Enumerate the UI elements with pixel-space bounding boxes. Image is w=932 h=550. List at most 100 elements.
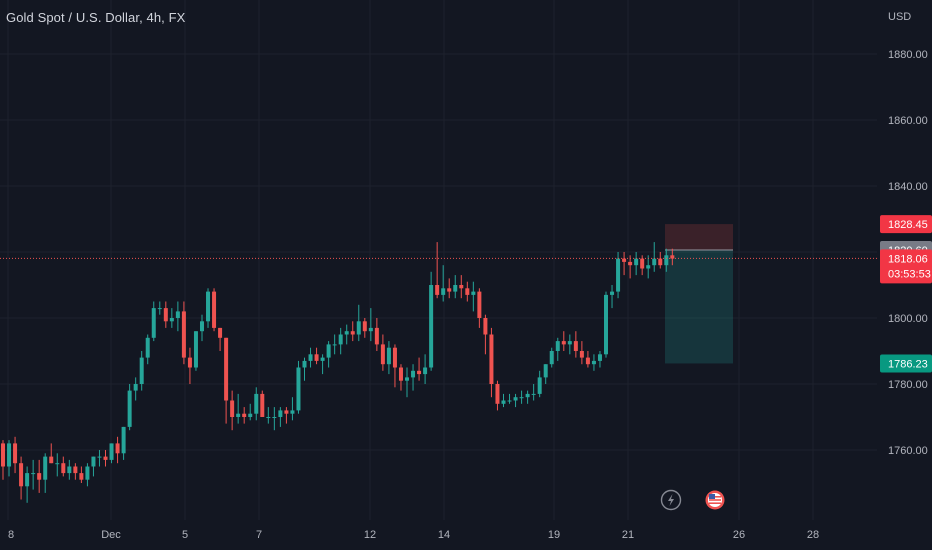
price-tick-label: 1860.00: [888, 115, 928, 127]
candle-body: [260, 393, 265, 417]
candle-up: [133, 377, 138, 401]
candle-body: [622, 258, 627, 262]
candle-down: [380, 334, 385, 371]
candle-body: [151, 308, 156, 338]
position-stop-zone[interactable]: [665, 224, 733, 251]
candle-down: [459, 275, 464, 299]
candle-body: [19, 463, 24, 487]
candle-up: [555, 337, 560, 361]
candle-up: [302, 357, 307, 381]
candle-down: [495, 380, 500, 411]
candle-body: [489, 334, 494, 384]
candle-down: [465, 281, 470, 302]
candle-up: [501, 393, 506, 408]
candle-down: [218, 327, 223, 351]
candle-down: [579, 341, 584, 365]
candle-body: [1, 443, 5, 467]
candle-body: [604, 294, 608, 355]
candle-body: [85, 466, 90, 480]
price-tag-label: 1818.06: [888, 253, 928, 265]
candle-body: [555, 341, 560, 351]
candle-down: [483, 314, 488, 355]
candle-up: [525, 390, 530, 404]
candle-body: [537, 377, 542, 394]
chart-grid: [0, 0, 877, 520]
candle-up: [591, 354, 596, 371]
position-target-zone[interactable]: [665, 250, 733, 364]
candle-down: [187, 347, 192, 384]
candle-body: [435, 285, 440, 295]
candle-body: [43, 456, 48, 480]
lightning-icon[interactable]: [660, 489, 682, 511]
candle-up: [254, 387, 259, 421]
candle-down: [224, 337, 229, 424]
candle-body: [585, 357, 590, 365]
candle-up: [423, 354, 428, 384]
price-tick-label: 1800.00: [888, 313, 928, 325]
candle-up: [248, 403, 253, 421]
candle-up: [519, 390, 524, 404]
candle-body: [573, 341, 578, 351]
candle-up: [610, 285, 615, 309]
candle-down: [622, 252, 627, 276]
candle-body: [441, 288, 446, 295]
candle-up: [91, 456, 96, 477]
candle-up: [332, 334, 337, 355]
candle-down: [49, 443, 54, 464]
time-tick-label: 5: [182, 529, 188, 541]
candlestick-series: [1, 242, 675, 503]
price-tick-label: 1780.00: [888, 379, 928, 391]
candle-down: [573, 331, 578, 358]
candle-body: [145, 337, 150, 358]
candle-body: [7, 443, 12, 467]
candle-body: [163, 308, 168, 322]
candle-up: [55, 453, 60, 477]
candle-up: [513, 393, 518, 408]
candle-body: [392, 347, 397, 368]
candle-body: [362, 321, 367, 332]
candle-up: [31, 459, 36, 490]
price-tag-label: 1828.45: [888, 219, 928, 231]
candle-up: [531, 384, 536, 401]
candle-down: [314, 347, 319, 365]
bar-countdown: 03:53:53: [888, 268, 931, 280]
price-axis-ticks: 1760.001780.001800.001820.001840.001860.…: [888, 49, 928, 457]
candle-body: [290, 410, 295, 414]
candle-down: [284, 407, 289, 424]
candle-up: [597, 351, 602, 368]
candle-up: [199, 314, 204, 342]
candle-up: [157, 301, 162, 315]
candle-body: [169, 318, 174, 322]
candle-up: [85, 463, 90, 487]
time-tick-label: 7: [256, 529, 262, 541]
candle-up: [344, 324, 349, 345]
candle-up: [25, 466, 30, 503]
candle-body: [465, 288, 470, 295]
candle-body: [423, 367, 428, 375]
candle-body: [507, 400, 512, 402]
symbol-title[interactable]: Gold Spot / U.S. Dollar, 4h, FX: [6, 10, 186, 25]
candle-up: [139, 351, 144, 391]
candle-body: [230, 400, 235, 417]
candle-body: [272, 417, 277, 418]
candle-body: [501, 400, 506, 404]
price-tag-stop-loss: [880, 215, 932, 234]
candle-up: [567, 334, 572, 355]
candle-body: [411, 370, 416, 378]
candle-up: [507, 393, 512, 404]
candle-down: [350, 321, 355, 342]
candle-body: [374, 327, 379, 345]
candle-up: [290, 397, 295, 421]
time-scale-background[interactable]: [0, 520, 877, 550]
candle-up: [441, 265, 446, 302]
candle-body: [344, 331, 349, 335]
us-flag-icon[interactable]: [705, 490, 725, 510]
candle-body: [242, 413, 247, 417]
candle-body: [471, 291, 476, 295]
candle-up: [169, 308, 174, 328]
candle-body: [37, 473, 42, 480]
candle-body: [181, 311, 186, 358]
candle-up: [405, 367, 410, 398]
